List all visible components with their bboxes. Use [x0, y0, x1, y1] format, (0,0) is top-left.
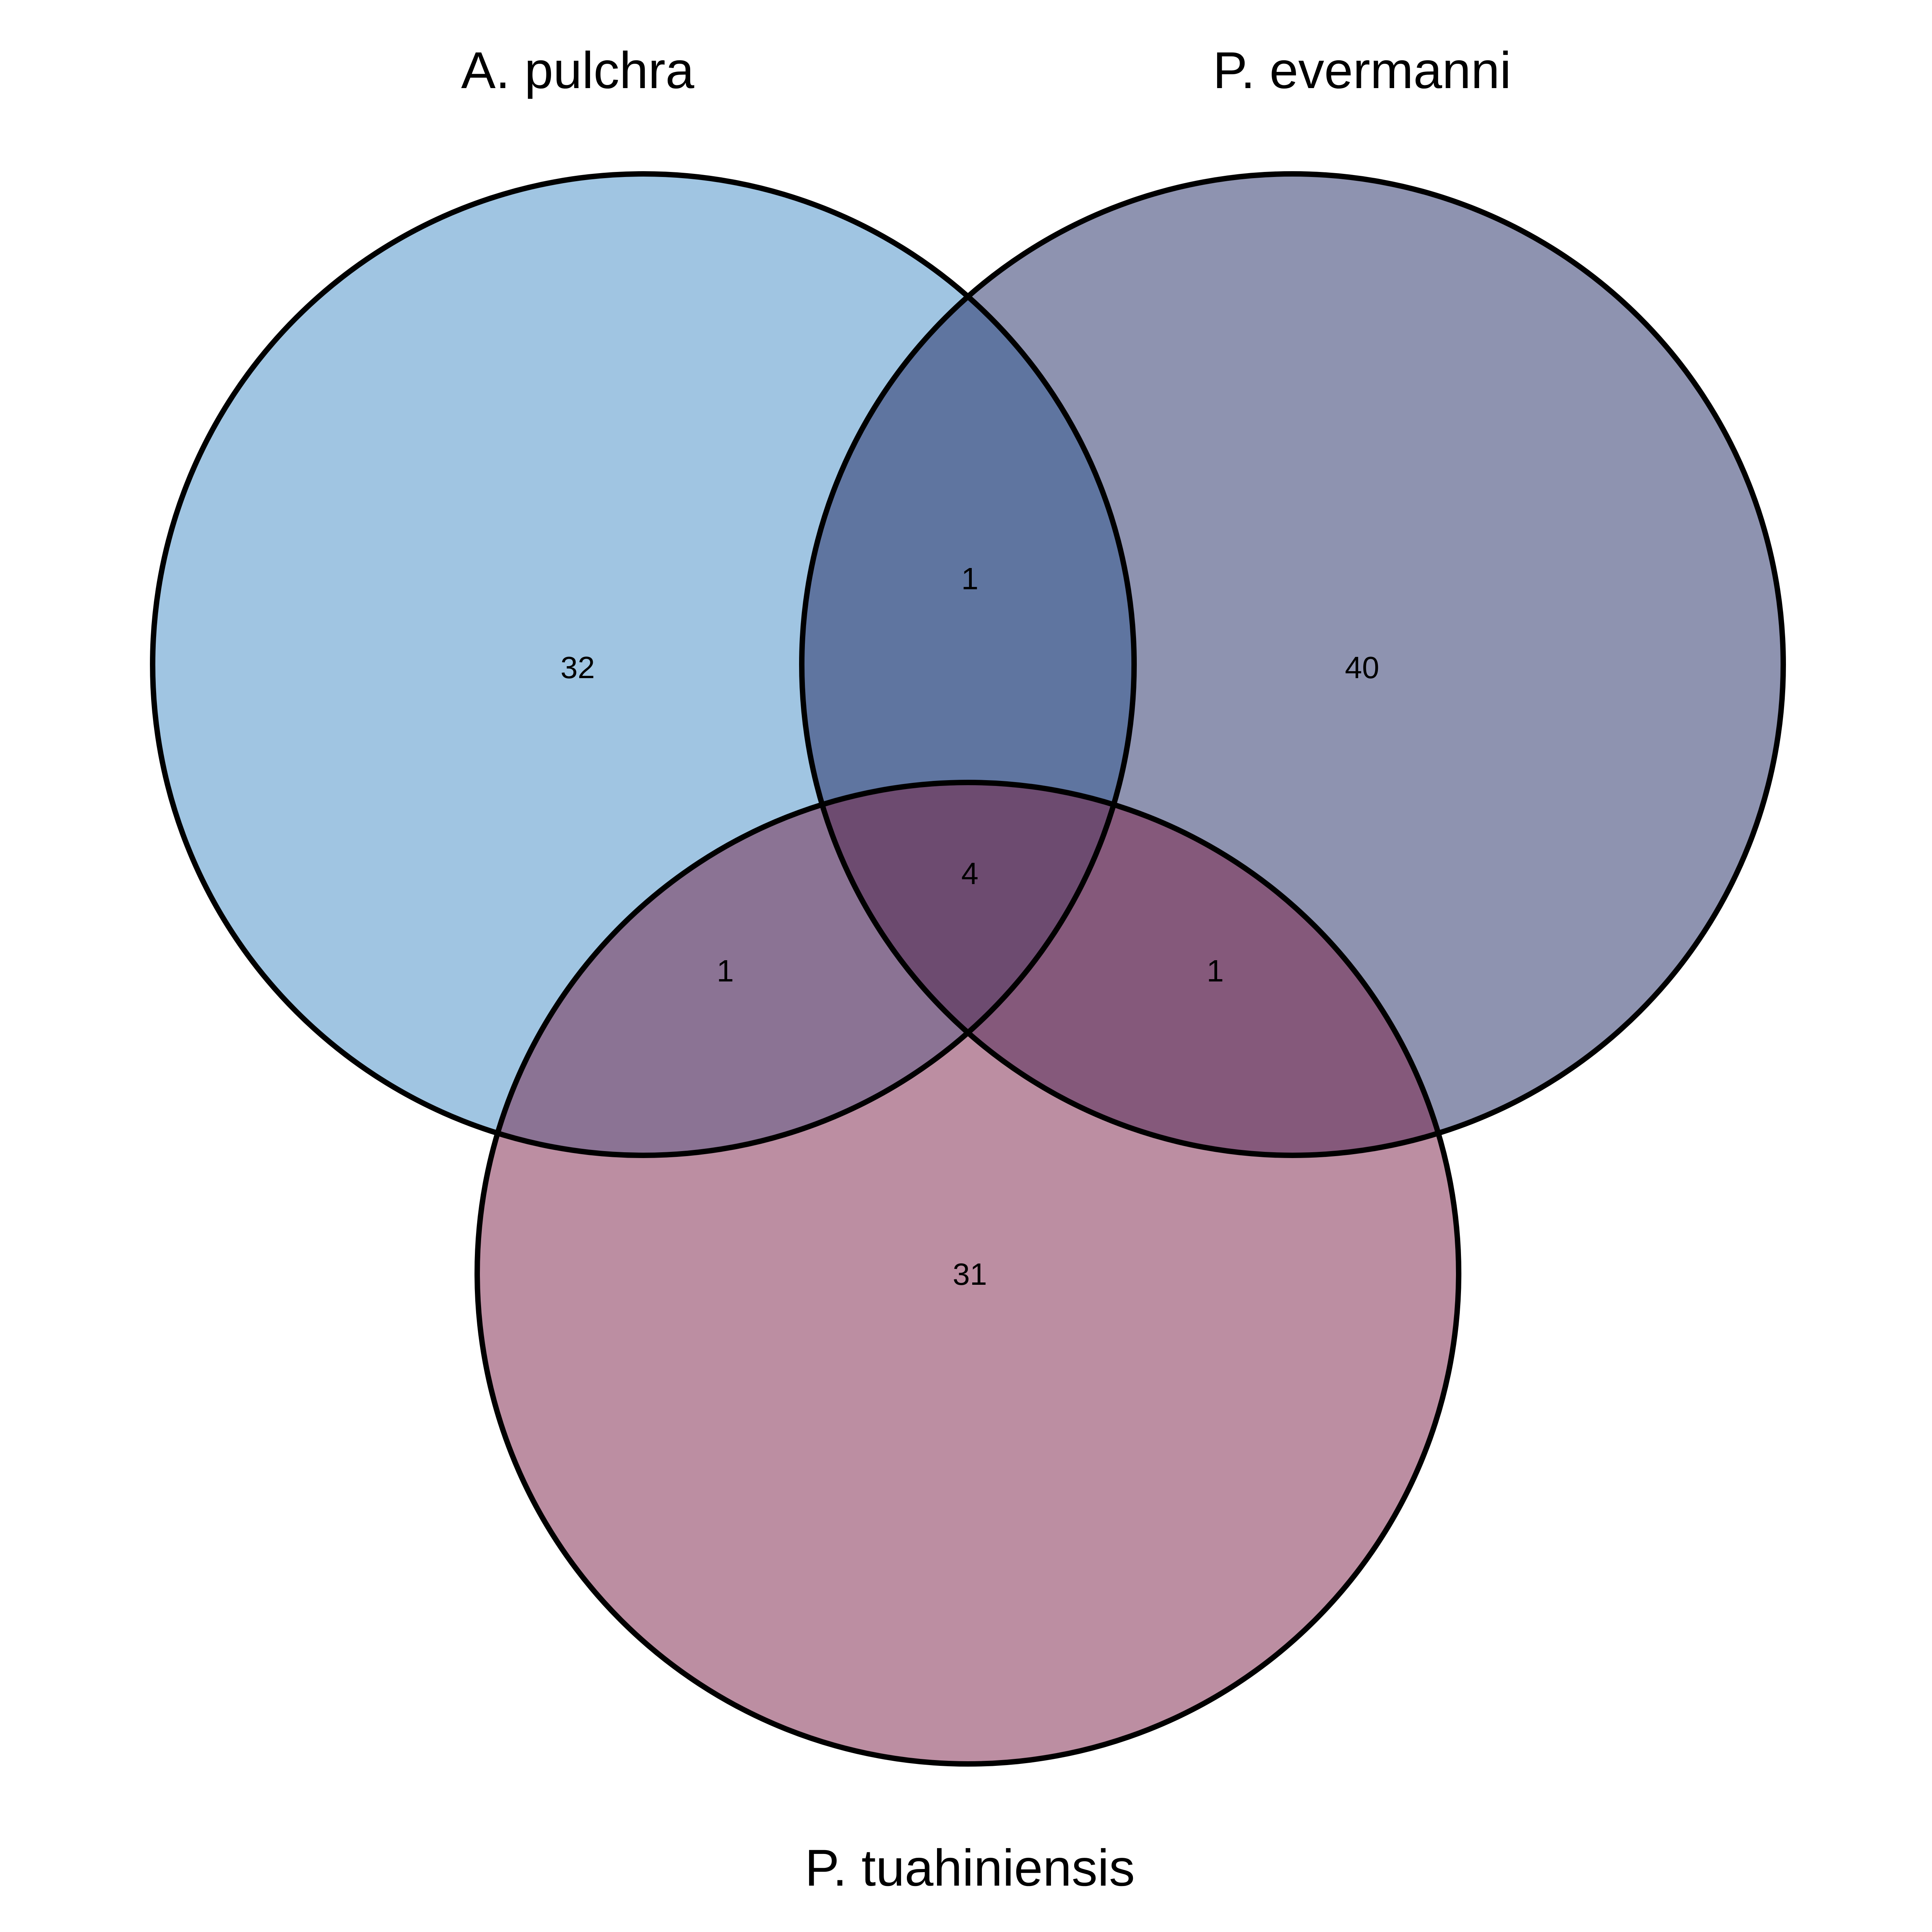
set-b-title: P. evermanni	[1213, 42, 1511, 99]
overlap-bc-region	[802, 782, 1459, 1155]
count-abc: 4	[961, 856, 979, 891]
set-c-outline	[474, 780, 1461, 1767]
set-c-title: P. tuahiniensis	[805, 1839, 1135, 1897]
set-a-outline	[150, 171, 1137, 1158]
overlap-ac-region	[477, 782, 1134, 1155]
count-bc: 1	[1207, 954, 1224, 988]
set-b-outline	[799, 171, 1786, 1158]
count-a-only: 32	[561, 650, 595, 685]
count-ac: 1	[717, 954, 734, 988]
count-b-only: 40	[1345, 650, 1379, 685]
set-a-title: A. pulchra	[461, 42, 694, 99]
overlap-abc-region	[802, 782, 1134, 1155]
count-c-only: 31	[953, 1257, 987, 1291]
count-ab: 1	[961, 561, 979, 596]
